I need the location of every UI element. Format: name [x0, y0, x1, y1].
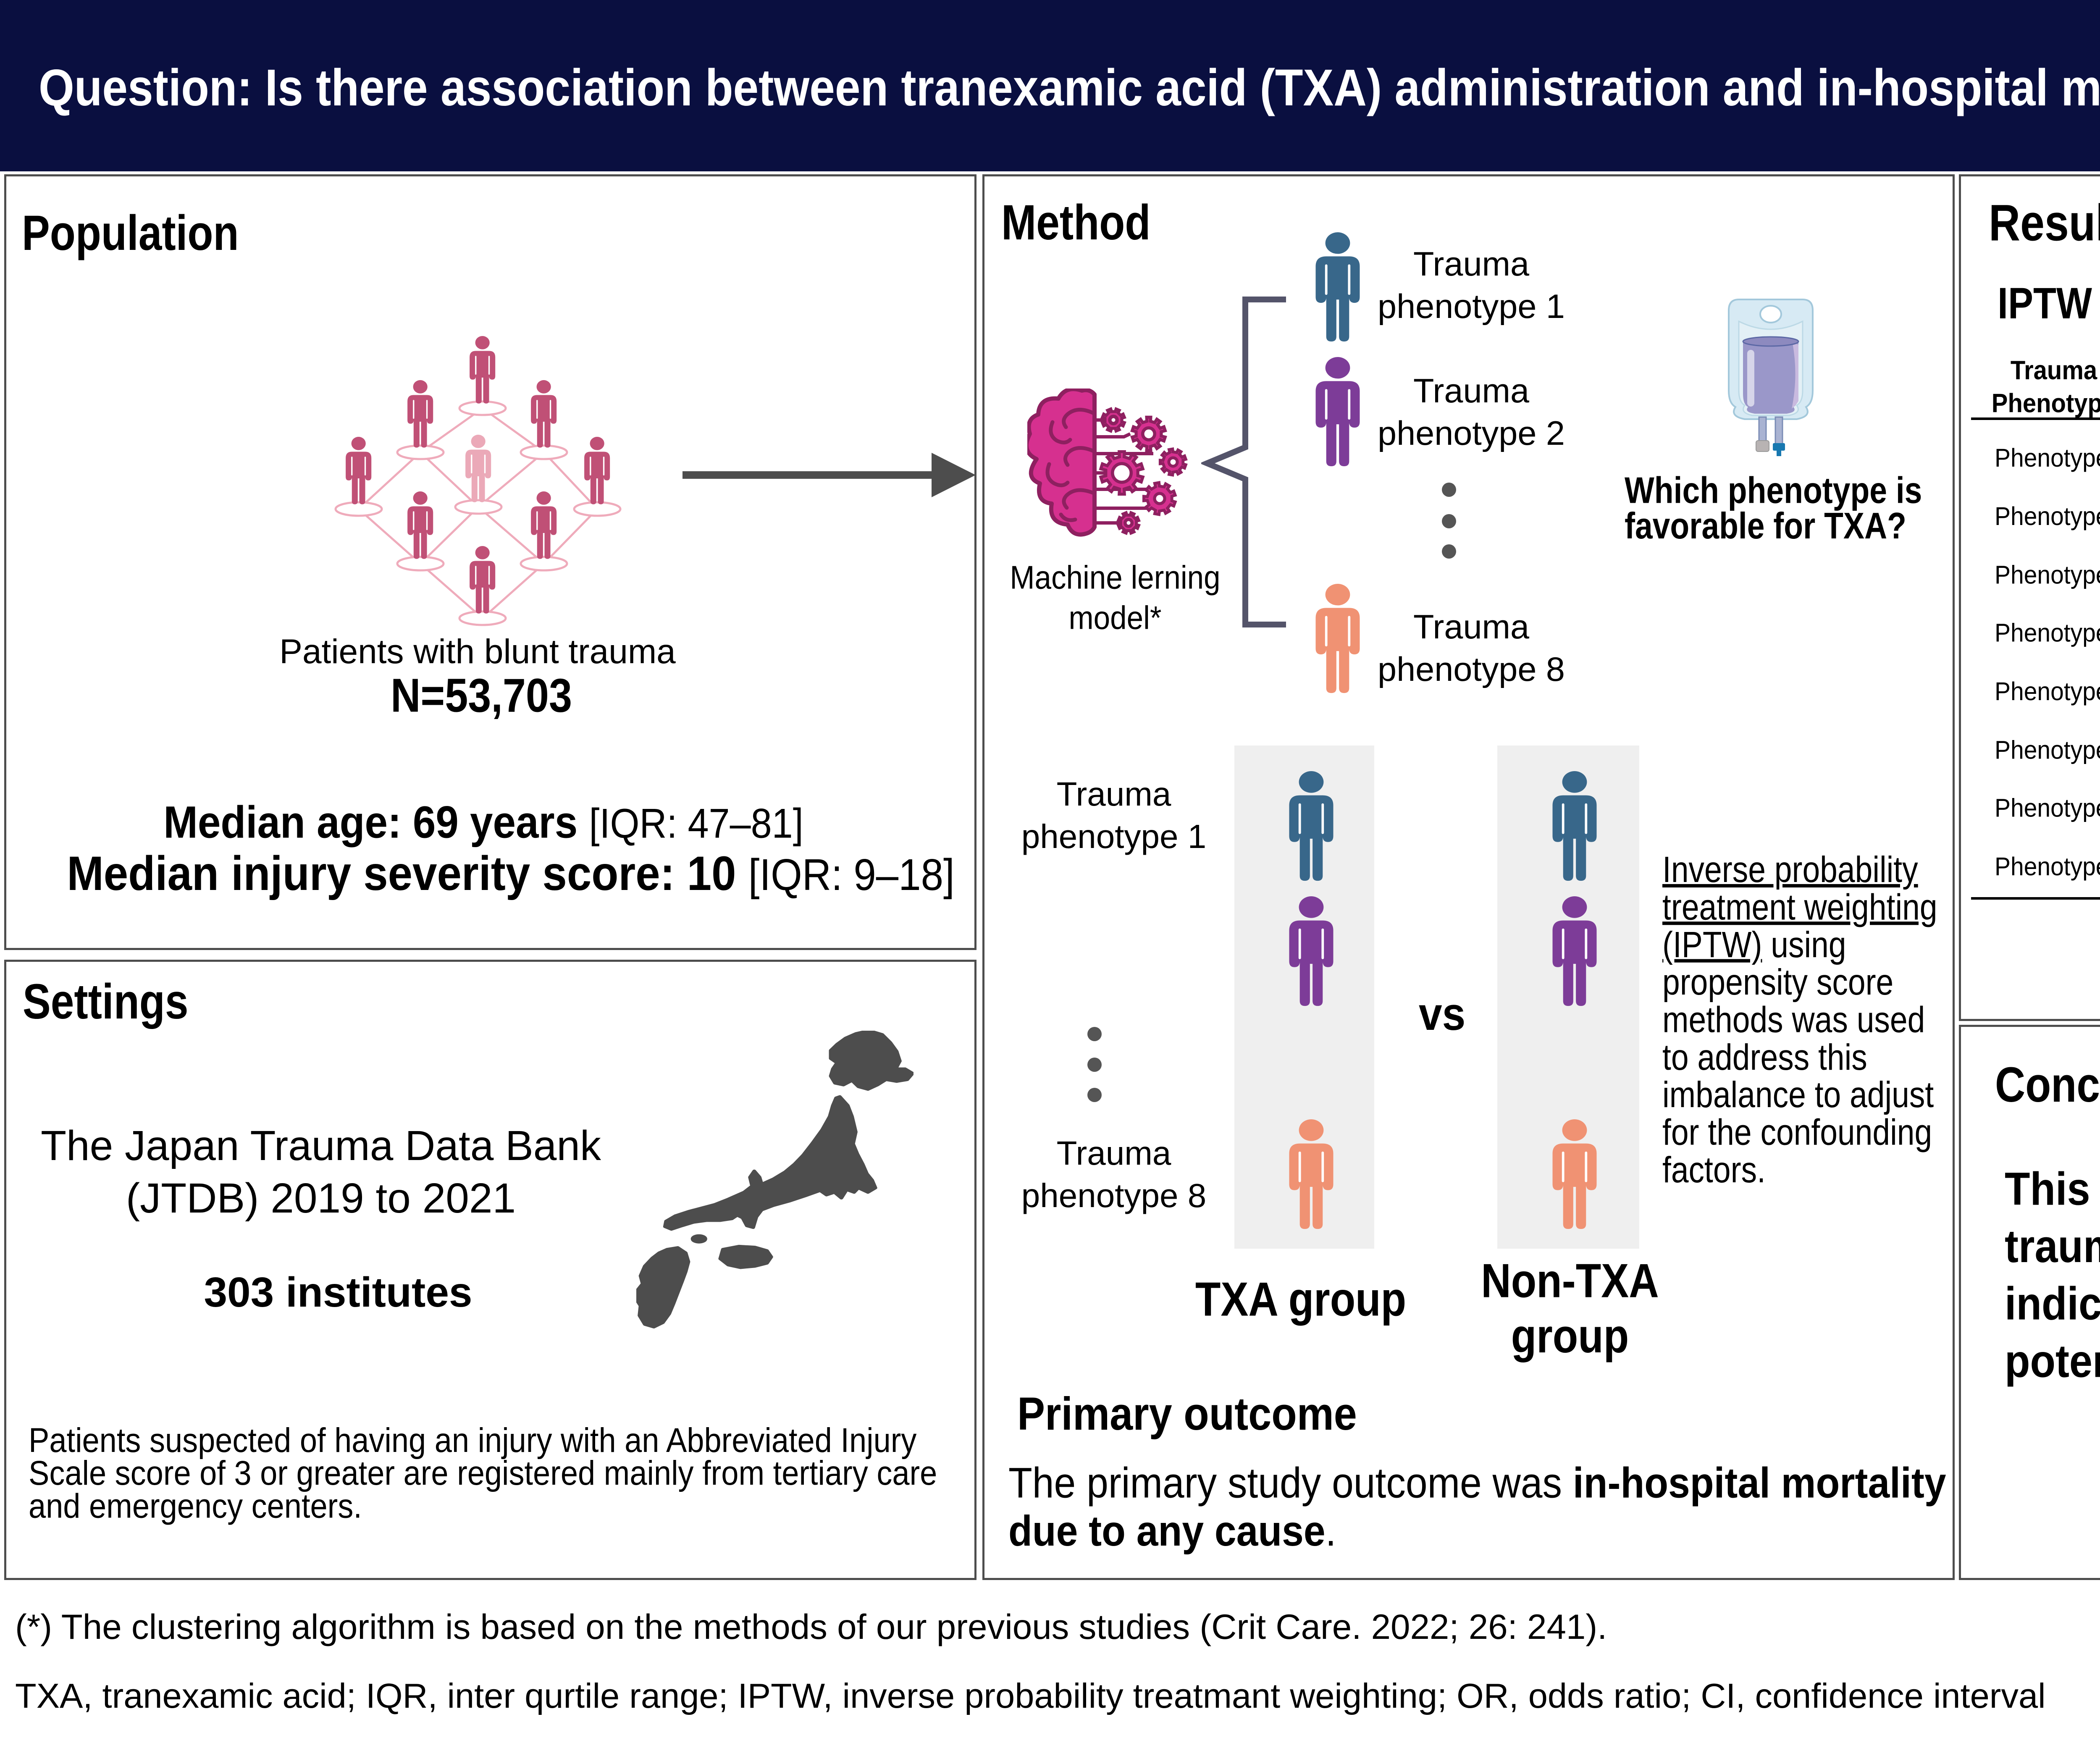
- svg-text:Phenotype 2: Phenotype 2: [1995, 501, 2100, 531]
- svg-text:Phenotype 7: Phenotype 7: [1995, 793, 2100, 823]
- svg-text:Phenotype: Phenotype: [1992, 388, 2100, 418]
- svg-text:Phenotype 3: Phenotype 3: [1995, 560, 2100, 589]
- svg-text:Phenotype 5: Phenotype 5: [1995, 677, 2100, 706]
- svg-text:Phenotype 1: Phenotype 1: [1995, 443, 2100, 472]
- svg-text:Phenotype 6: Phenotype 6: [1995, 735, 2100, 764]
- svg-text:Trauma: Trauma: [2011, 355, 2097, 385]
- svg-text:Phenotype 8: Phenotype 8: [1995, 852, 2100, 881]
- svg-text:Phenotype 4: Phenotype 4: [1995, 618, 2100, 648]
